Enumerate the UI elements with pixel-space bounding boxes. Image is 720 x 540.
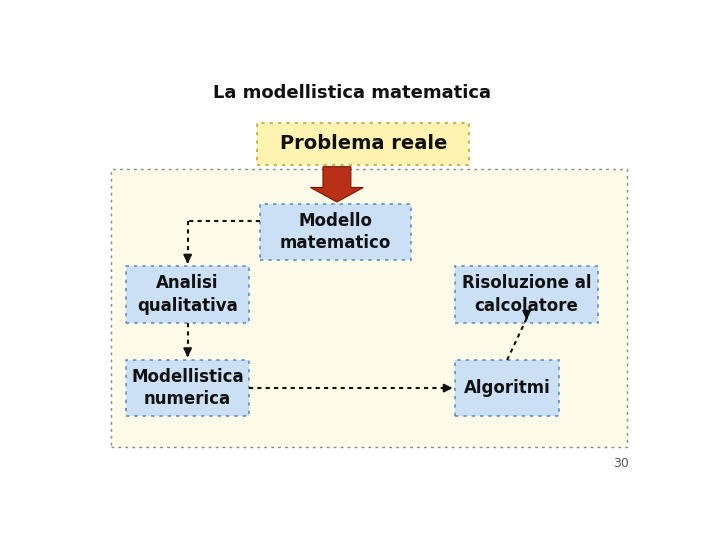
Text: Modellistica
numerica: Modellistica numerica: [131, 368, 244, 408]
FancyBboxPatch shape: [456, 360, 559, 416]
Text: Algoritmi: Algoritmi: [464, 379, 551, 397]
Polygon shape: [310, 167, 364, 202]
FancyBboxPatch shape: [258, 123, 469, 165]
Text: Risoluzione al
calcolatore: Risoluzione al calcolatore: [462, 274, 591, 315]
Text: Modello
matematico: Modello matematico: [280, 212, 391, 252]
FancyBboxPatch shape: [126, 266, 249, 322]
FancyBboxPatch shape: [260, 204, 411, 260]
Text: Problema reale: Problema reale: [280, 134, 447, 153]
Text: 30: 30: [613, 457, 629, 470]
Text: La modellistica matematica: La modellistica matematica: [213, 84, 491, 102]
FancyBboxPatch shape: [456, 266, 598, 322]
Text: Analisi
qualitativa: Analisi qualitativa: [138, 274, 238, 315]
FancyBboxPatch shape: [111, 168, 627, 447]
FancyBboxPatch shape: [126, 360, 249, 416]
